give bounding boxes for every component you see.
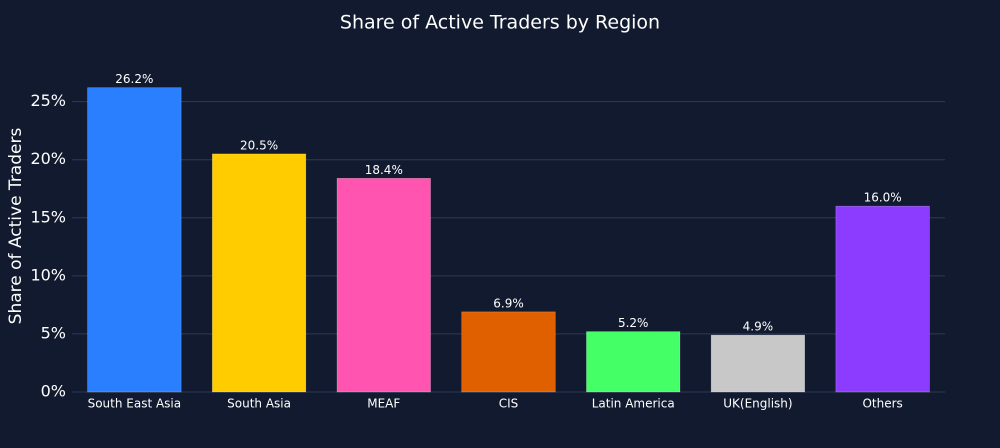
y-tick-label: 5% <box>41 323 66 342</box>
y-tick-label: 20% <box>30 149 66 168</box>
value-label: 5.2% <box>618 316 649 330</box>
x-tick-label: CIS <box>499 397 519 411</box>
bar <box>336 178 431 393</box>
y-tick-label: 10% <box>30 265 66 284</box>
y-tick-label: 15% <box>30 207 66 226</box>
x-tick-label: South Asia <box>227 397 291 411</box>
value-label: 16.0% <box>864 191 902 205</box>
x-tick-label: Latin America <box>592 397 675 411</box>
bar <box>461 311 556 393</box>
value-label: 20.5% <box>240 138 278 152</box>
chart-title: Share of Active Traders by Region <box>340 12 660 34</box>
y-tick-label: 25% <box>30 91 66 110</box>
bar <box>835 205 930 393</box>
value-label: 6.9% <box>493 296 524 310</box>
bar <box>87 87 182 393</box>
value-label: 26.2% <box>115 72 153 86</box>
bar <box>586 331 681 393</box>
value-label: 4.9% <box>743 320 774 334</box>
x-tick-label: Others <box>862 397 902 411</box>
x-tick-label: UK(English) <box>723 397 792 411</box>
y-axis-label: Share of Active Traders <box>6 128 26 325</box>
bar <box>710 334 805 393</box>
y-tick-label: 0% <box>41 382 66 401</box>
value-label: 18.4% <box>365 163 403 177</box>
x-tick-label: MEAF <box>367 397 400 411</box>
bar <box>212 153 307 393</box>
x-tick-label: South East Asia <box>88 397 182 411</box>
